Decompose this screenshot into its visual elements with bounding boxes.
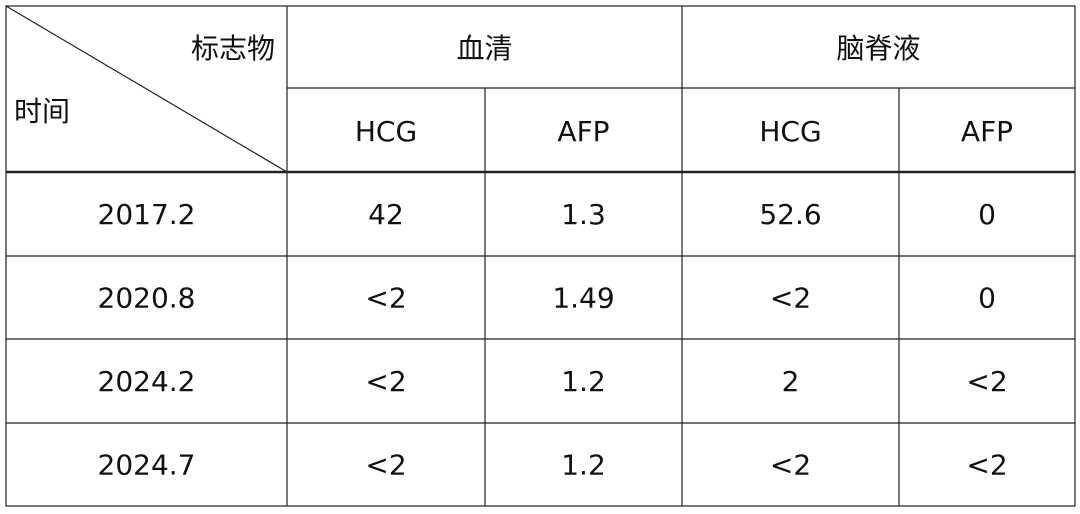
cell-value: 1.49 <box>552 282 614 315</box>
row-date: 2020.8 <box>98 282 196 315</box>
group-header: 脑脊液 <box>836 32 920 65</box>
cell-value: <2 <box>365 449 406 482</box>
cell-value: 1.2 <box>561 365 606 398</box>
column-header: HCG <box>355 115 417 148</box>
column-header: HCG <box>759 115 821 148</box>
cell-value: 2 <box>782 365 800 398</box>
cell-value: 0 <box>978 198 996 231</box>
cell-value: 52.6 <box>759 198 821 231</box>
cell-value: <2 <box>365 282 406 315</box>
cell-value: 42 <box>368 198 404 231</box>
cell-value: <2 <box>770 449 811 482</box>
cell-value: 1.2 <box>561 449 606 482</box>
corner-row-label: 时间 <box>14 95 70 128</box>
corner-column-label: 标志物 <box>191 32 275 65</box>
cell-value: <2 <box>966 365 1007 398</box>
row-date: 2024.2 <box>98 365 196 398</box>
cell-value: 0 <box>978 282 996 315</box>
cell-value: 1.3 <box>561 198 606 231</box>
corner-diagonal <box>5 5 288 173</box>
cell-value: <2 <box>966 449 1007 482</box>
cell-value: <2 <box>770 282 811 315</box>
group-header: 血清 <box>456 32 512 65</box>
column-header: AFP <box>557 115 609 148</box>
row-date: 2024.7 <box>98 449 196 482</box>
cell-value: <2 <box>365 365 406 398</box>
row-date: 2017.2 <box>98 198 196 231</box>
column-header: AFP <box>961 115 1013 148</box>
